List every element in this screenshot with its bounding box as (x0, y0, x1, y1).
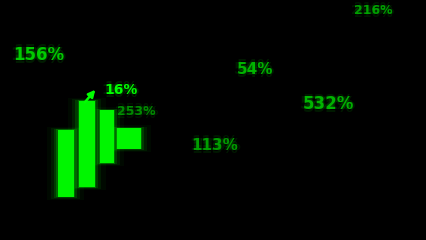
Text: 532%: 532% (302, 96, 354, 114)
Bar (97, 109, 117, 164)
Bar (99, 110, 115, 164)
Text: 113%: 113% (192, 141, 239, 156)
Bar (94, 108, 120, 165)
Text: 532%: 532% (302, 93, 354, 110)
Bar (58, 130, 74, 197)
Text: 156%: 156% (15, 46, 66, 64)
Text: 54%: 54% (236, 65, 273, 80)
Text: 54%: 54% (236, 62, 273, 77)
Bar (51, 128, 80, 199)
Text: 532%: 532% (300, 96, 351, 114)
Text: 216%: 216% (354, 7, 392, 20)
Text: 16%: 16% (104, 83, 138, 97)
Text: 253%: 253% (117, 105, 156, 118)
Bar (89, 108, 124, 166)
Text: 113%: 113% (192, 135, 239, 150)
Text: 113%: 113% (189, 138, 236, 153)
Text: 253%: 253% (117, 108, 156, 121)
Bar (116, 128, 142, 149)
Bar (78, 100, 96, 188)
Text: 253%: 253% (120, 105, 158, 118)
Bar (47, 127, 84, 200)
Text: 54%: 54% (236, 59, 273, 74)
Bar (100, 110, 114, 163)
Text: 156%: 156% (13, 43, 64, 61)
Bar (117, 128, 141, 149)
Text: 253%: 253% (117, 102, 156, 115)
Text: 532%: 532% (305, 96, 357, 114)
Text: 156%: 156% (13, 49, 64, 67)
Text: 532%: 532% (302, 98, 354, 116)
Text: 54%: 54% (239, 62, 276, 77)
Text: 16%: 16% (102, 83, 135, 97)
Text: 16%: 16% (104, 86, 138, 100)
Text: 216%: 216% (351, 4, 390, 17)
Text: 113%: 113% (192, 138, 239, 153)
Bar (56, 129, 75, 197)
Bar (54, 129, 77, 198)
Text: 156%: 156% (10, 46, 61, 64)
Bar (111, 127, 147, 151)
Text: 113%: 113% (194, 138, 241, 153)
Bar (114, 127, 144, 150)
Bar (75, 100, 98, 188)
Text: 216%: 216% (354, 4, 392, 17)
Text: 16%: 16% (107, 83, 140, 97)
Text: 253%: 253% (115, 105, 153, 118)
Bar (72, 99, 101, 189)
Bar (79, 101, 95, 187)
Text: 54%: 54% (234, 62, 271, 77)
Bar (106, 125, 151, 152)
Text: 216%: 216% (354, 1, 392, 14)
Text: 216%: 216% (356, 4, 395, 17)
Bar (68, 98, 106, 190)
Text: 16%: 16% (104, 80, 138, 94)
Text: 156%: 156% (13, 46, 64, 64)
